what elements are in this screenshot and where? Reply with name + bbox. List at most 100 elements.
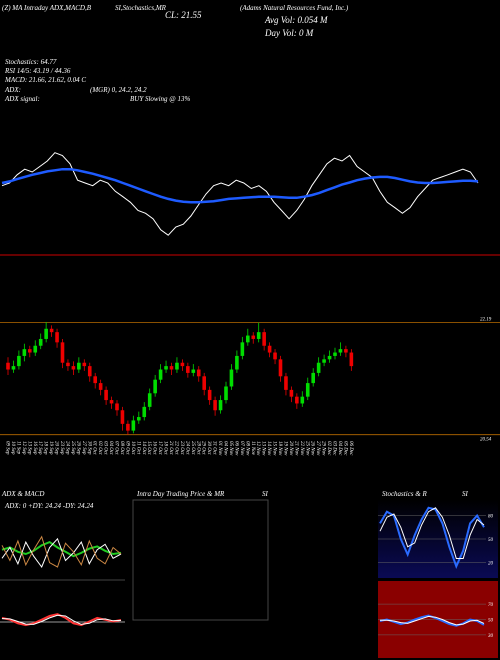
- date-label: 04 Oct: [108, 441, 113, 455]
- candle-body: [38, 338, 43, 346]
- candle-body: [305, 383, 310, 397]
- date-label: 25 Nov: [304, 441, 309, 456]
- candle-body: [284, 376, 288, 390]
- date-label: 23 Oct: [179, 441, 184, 455]
- candle-body: [71, 366, 76, 370]
- candle-body: [240, 342, 245, 356]
- candle-body: [311, 372, 315, 384]
- date-label: 10 Oct: [130, 441, 135, 455]
- stat: RSI 14/5: 43.19 / 44.36: [4, 67, 71, 75]
- y-tick-label: 50: [488, 619, 494, 624]
- date-label: 11 Oct: [135, 441, 140, 455]
- date-label: 15 Oct: [146, 441, 151, 455]
- candle-body: [175, 362, 179, 370]
- date-label: 16 Oct: [152, 441, 157, 455]
- panel-readout: ADX: 0 +DY: 24.24 -DY: 24.24: [4, 502, 94, 510]
- candle-body: [82, 362, 87, 367]
- date-label: 05 Dec: [342, 441, 347, 456]
- indicator-line: [379, 506, 485, 569]
- candle-body: [180, 362, 185, 367]
- candle-body: [256, 332, 261, 339]
- ma-line: [1, 167, 479, 204]
- day-vol: Day Vol: 0 M: [264, 28, 314, 38]
- candle-body: [115, 403, 119, 411]
- candle-body: [109, 400, 114, 404]
- date-label: 02 Dec: [326, 441, 331, 456]
- candle-body: [316, 362, 321, 373]
- date-label: 29 Oct: [201, 441, 206, 455]
- date-label: 26 Nov: [310, 441, 315, 456]
- date-label: 01 Oct: [92, 441, 97, 455]
- candle-body: [289, 389, 294, 397]
- candle-body: [235, 355, 239, 370]
- date-label: 02 Oct: [97, 441, 102, 455]
- date-label: 11 Nov: [250, 441, 255, 456]
- candle-body: [229, 369, 234, 387]
- candle-body: [207, 389, 212, 401]
- candle-body: [191, 369, 196, 373]
- date-label: 11 Sep: [15, 441, 20, 455]
- date-label: 12 Sep: [21, 441, 26, 455]
- date-label: 22 Nov: [299, 441, 304, 456]
- y-tick-label: 20: [488, 561, 494, 566]
- candle-body: [202, 376, 206, 390]
- date-label: 12 Nov: [255, 441, 260, 456]
- candle-body: [126, 423, 130, 431]
- date-label: 26 Sep: [75, 441, 80, 455]
- date-label: 14 Nov: [266, 441, 271, 456]
- candle-body: [153, 379, 157, 394]
- date-label: 07 Oct: [114, 441, 119, 455]
- y-tick-label: 70: [488, 603, 494, 608]
- stat: MACD: 21.66, 21.62, 0.04 C: [4, 76, 86, 84]
- candle-body: [338, 349, 343, 353]
- date-label: 27 Sep: [81, 441, 86, 455]
- candle-body: [33, 345, 38, 353]
- candle-body: [224, 386, 228, 401]
- stat: ADX signal:: [4, 95, 40, 103]
- date-label: 18 Sep: [43, 441, 48, 455]
- intraday-box: [132, 499, 269, 621]
- date-label: 09 Oct: [124, 441, 129, 455]
- date-label: 18 Oct: [163, 441, 168, 455]
- date-label: 13 Sep: [26, 441, 31, 455]
- candle-body: [273, 352, 277, 360]
- candle-body: [77, 362, 81, 370]
- candle-body: [169, 366, 174, 370]
- candle-body: [295, 396, 299, 404]
- stat: BUY Slowing @ 13%: [130, 95, 190, 103]
- candle-body: [66, 362, 70, 367]
- date-label: 13 Nov: [261, 441, 266, 456]
- date-label: 06 Dec: [348, 441, 353, 456]
- date-label: 21 Oct: [168, 441, 173, 455]
- candle-body: [11, 366, 16, 370]
- y-tick-label: 80: [488, 515, 494, 520]
- date-label: 28 Oct: [195, 441, 200, 455]
- candle-body: [44, 328, 48, 339]
- candle-body: [93, 376, 97, 384]
- date-label: 29 Nov: [321, 441, 326, 456]
- date-label: 04 Nov: [223, 441, 228, 456]
- date-label: 01 Nov: [217, 441, 222, 456]
- price-line: [1, 152, 479, 236]
- candle-body: [246, 335, 250, 343]
- date-label: 15 Nov: [272, 441, 277, 456]
- indicator-line: [1, 535, 122, 568]
- date-label: 19 Sep: [48, 441, 53, 455]
- candle-body: [158, 369, 163, 380]
- candle-body: [6, 362, 10, 370]
- date-label: 24 Oct: [184, 441, 189, 455]
- date-label: 10 Sep: [10, 441, 15, 455]
- candle-body: [137, 417, 141, 421]
- date-label: 08 Oct: [119, 441, 124, 455]
- date-label: 24 Sep: [64, 441, 69, 455]
- candle-body: [120, 410, 125, 424]
- candle-body: [196, 369, 201, 377]
- candle-body: [164, 366, 168, 370]
- panel-title: ADX & MACD: [1, 490, 44, 498]
- candle-body: [322, 359, 326, 363]
- candle-body: [98, 383, 103, 390]
- price-tick-label: 20.54: [480, 438, 492, 443]
- candle-body: [186, 366, 190, 373]
- stat: (MGR) 0, 24.2, 24.2: [90, 86, 147, 94]
